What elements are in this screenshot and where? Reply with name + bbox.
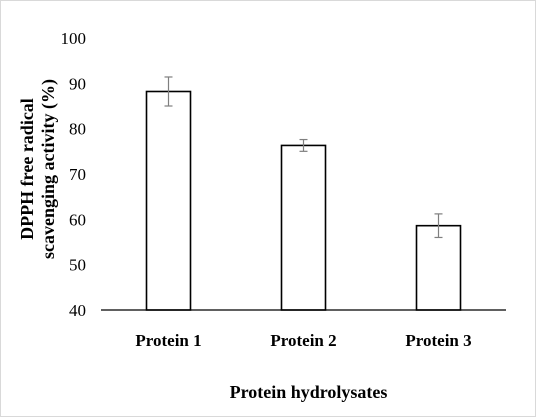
y-tick-label: 50 xyxy=(69,256,86,275)
y-tick-label: 90 xyxy=(69,74,86,93)
y-axis-title-line: scavenging activity (%) xyxy=(38,79,59,259)
x-axis-title: Protein hydrolysates xyxy=(230,382,388,402)
bar xyxy=(145,90,192,311)
y-tick-label: 40 xyxy=(69,301,86,320)
y-tick-label: 100 xyxy=(61,29,87,48)
y-axis-title-line: DPPH free radical xyxy=(17,98,37,240)
category-label: Protein 1 xyxy=(135,331,201,350)
error-bar xyxy=(434,213,443,239)
y-tick-label: 80 xyxy=(69,120,86,139)
error-bar xyxy=(164,76,173,107)
error-bar xyxy=(299,138,308,152)
bars xyxy=(145,90,462,311)
bar xyxy=(415,224,462,311)
y-axis-ticks: 40 50 60 70 80 90 100 xyxy=(61,29,87,320)
y-tick-label: 70 xyxy=(69,165,86,184)
error-bars xyxy=(164,76,443,239)
x-axis-categories: Protein 1 Protein 2 Protein 3 xyxy=(135,331,471,350)
y-axis-title: DPPH free radicalscavenging activity (%) xyxy=(17,79,59,259)
category-label: Protein 3 xyxy=(405,331,471,350)
category-label: Protein 2 xyxy=(270,331,336,350)
bar xyxy=(280,144,327,311)
y-tick-label: 60 xyxy=(69,210,86,229)
